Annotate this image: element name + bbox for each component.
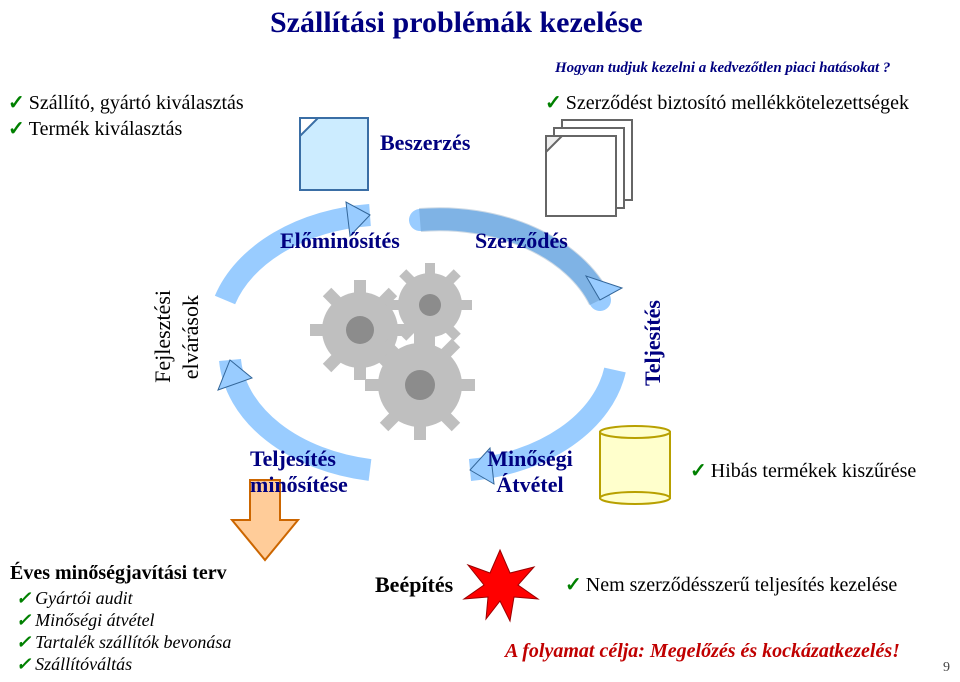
right-bottom-check: Nem szerződésszerű teljesítés kezelése	[565, 572, 897, 597]
stage-szerzodes: Szerződés	[475, 228, 568, 254]
left-check-2: Termék kiválasztás	[8, 116, 182, 141]
burst	[464, 550, 538, 621]
gears	[310, 263, 475, 440]
stage-minosegi-1: Minőségi	[470, 446, 590, 472]
right-top-check: Szerződést biztosító mellékkötelezettség…	[545, 90, 909, 115]
stage-teljmin-2: minősítése	[250, 472, 348, 498]
scroll-icon	[600, 426, 670, 504]
page-title: Szállítási problémák kezelése	[270, 6, 643, 40]
stage-beszerzes: Beszerzés	[380, 130, 470, 156]
stage-fejl-2: elvárások	[178, 295, 204, 379]
stage-teljesites: Teljesítés	[640, 300, 666, 386]
stage-fejl-1: Fejlesztési	[150, 290, 176, 383]
doc-beszerzes	[300, 118, 368, 190]
subtitle: Hogyan tudjuk kezelni a kedvezőtlen piac…	[555, 60, 890, 77]
stage-teljmin-1: Teljesítés	[250, 446, 336, 472]
stage-beepites: Beépítés	[375, 572, 453, 598]
stage-elominosites: Előminősítés	[280, 228, 400, 254]
bottom-item-3: Tartalék szállítók bevonása	[16, 632, 231, 653]
bottom-item-4: Szállítóváltás	[16, 654, 132, 675]
bottom-item-1: Gyártói audit	[16, 588, 133, 609]
bottom-item-2: Minőségi átvétel	[16, 610, 155, 631]
goal-text: A folyamat célja: Megelőzés és kockázatk…	[505, 640, 900, 663]
bottom-left-title: Éves minőségjavítási terv	[10, 562, 227, 585]
doc-szerzodes	[546, 120, 632, 216]
page-number: 9	[943, 660, 950, 676]
right-mid-check: Hibás termékek kiszűrése	[690, 458, 916, 483]
left-check-1: Szállító, gyártó kiválasztás	[8, 90, 244, 115]
stage-minosegi-2: Átvétel	[470, 472, 590, 498]
